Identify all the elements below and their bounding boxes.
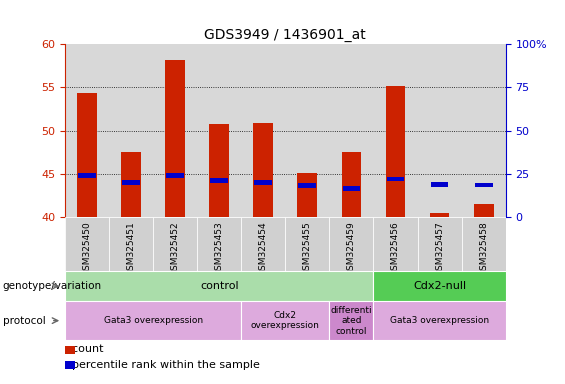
Text: GSM325456: GSM325456 xyxy=(391,221,400,276)
Bar xyxy=(373,271,506,301)
Bar xyxy=(209,124,229,217)
Bar xyxy=(166,173,184,178)
Text: differenti
ated
control: differenti ated control xyxy=(331,306,372,336)
Bar xyxy=(475,183,493,187)
Bar xyxy=(121,152,141,217)
Text: percentile rank within the sample: percentile rank within the sample xyxy=(65,360,260,370)
Bar xyxy=(197,44,241,217)
Text: GSM325452: GSM325452 xyxy=(171,221,180,276)
Text: GSM325459: GSM325459 xyxy=(347,221,356,276)
Bar xyxy=(153,217,197,271)
Bar xyxy=(373,217,418,271)
Bar xyxy=(341,152,362,217)
Bar xyxy=(253,123,273,217)
Bar xyxy=(122,180,140,185)
Text: GSM325455: GSM325455 xyxy=(303,221,312,276)
Text: count: count xyxy=(65,344,103,354)
Bar xyxy=(386,177,405,181)
Bar xyxy=(65,271,373,301)
Text: GSM325457: GSM325457 xyxy=(435,221,444,276)
Bar xyxy=(373,301,506,340)
Text: Cdx2
overexpression: Cdx2 overexpression xyxy=(251,311,320,330)
Bar xyxy=(165,60,185,217)
Bar xyxy=(109,217,153,271)
Bar xyxy=(298,184,316,188)
Bar xyxy=(153,44,197,217)
Bar xyxy=(285,217,329,271)
Text: Gata3 overexpression: Gata3 overexpression xyxy=(103,316,203,325)
Bar xyxy=(329,44,373,217)
Text: GSM325454: GSM325454 xyxy=(259,221,268,276)
Text: Cdx2-null: Cdx2-null xyxy=(413,281,466,291)
Bar xyxy=(254,180,272,185)
Text: protocol: protocol xyxy=(3,316,46,326)
Bar xyxy=(473,204,494,217)
Bar xyxy=(431,182,449,187)
Bar xyxy=(65,301,241,340)
Bar xyxy=(65,44,109,217)
Text: GSM325453: GSM325453 xyxy=(215,221,224,276)
Bar xyxy=(197,217,241,271)
Bar xyxy=(329,301,373,340)
Bar xyxy=(297,173,318,217)
Bar xyxy=(109,44,153,217)
Text: GSM325458: GSM325458 xyxy=(479,221,488,276)
Bar xyxy=(373,44,418,217)
Text: control: control xyxy=(200,281,238,291)
Text: GSM325450: GSM325450 xyxy=(82,221,92,276)
Text: genotype/variation: genotype/variation xyxy=(3,281,102,291)
Bar xyxy=(65,346,75,354)
Bar xyxy=(77,93,97,217)
Bar xyxy=(210,178,228,183)
Bar xyxy=(462,44,506,217)
Text: GSM325451: GSM325451 xyxy=(127,221,136,276)
Bar xyxy=(429,213,450,217)
Bar xyxy=(342,186,360,191)
Bar xyxy=(329,217,373,271)
Bar xyxy=(285,44,329,217)
Title: GDS3949 / 1436901_at: GDS3949 / 1436901_at xyxy=(205,28,366,42)
Bar xyxy=(385,86,406,217)
Text: Gata3 overexpression: Gata3 overexpression xyxy=(390,316,489,325)
Bar xyxy=(78,173,96,178)
Bar xyxy=(65,361,75,369)
Bar xyxy=(462,217,506,271)
Bar xyxy=(241,44,285,217)
Bar xyxy=(65,217,109,271)
Bar xyxy=(418,217,462,271)
Bar xyxy=(418,44,462,217)
Bar xyxy=(241,217,285,271)
Bar xyxy=(241,301,329,340)
